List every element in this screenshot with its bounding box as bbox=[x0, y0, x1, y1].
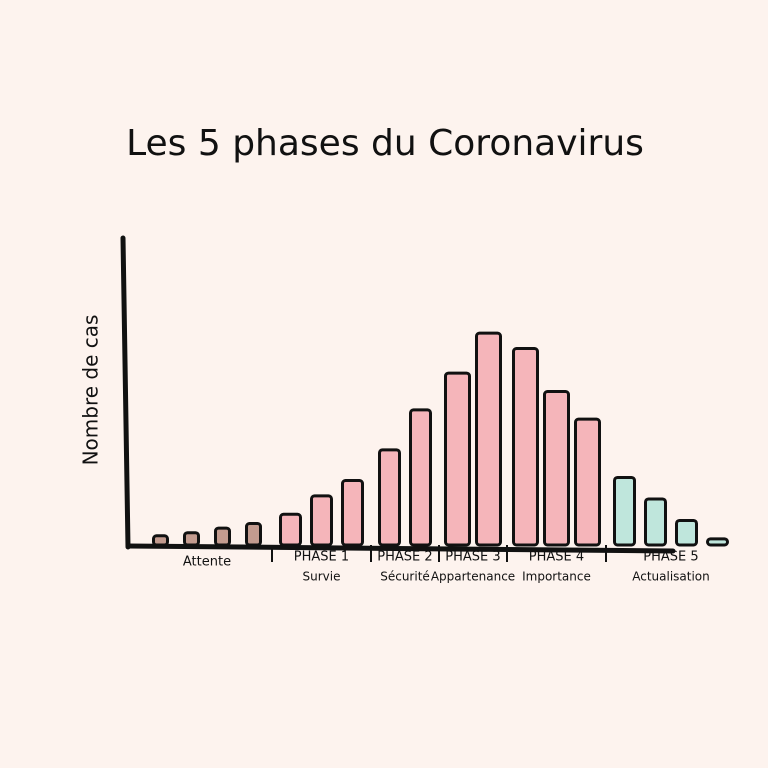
bar bbox=[613, 475, 636, 547]
group-name: PHASE 2 bbox=[377, 550, 432, 565]
group-label: Survie bbox=[303, 570, 341, 584]
bar bbox=[444, 371, 471, 547]
x-axis bbox=[125, 543, 676, 554]
y-axis bbox=[120, 235, 131, 550]
bar bbox=[279, 512, 302, 547]
bar bbox=[543, 390, 570, 547]
bar bbox=[341, 479, 364, 547]
bar bbox=[378, 448, 401, 547]
group-label: Actualisation bbox=[632, 570, 710, 584]
y-axis-label: Nombre de cas bbox=[79, 315, 103, 466]
group-label: Sécurité bbox=[380, 570, 430, 584]
group-name: PHASE 3 bbox=[445, 550, 500, 565]
bar bbox=[214, 526, 231, 547]
chart-title: Les 5 phases du Coronavirus bbox=[126, 123, 644, 164]
group-name: Attente bbox=[183, 555, 231, 570]
group-label: Appartenance bbox=[431, 570, 515, 584]
group-name: PHASE 1 bbox=[294, 550, 349, 565]
group-name: PHASE 5 bbox=[643, 550, 698, 565]
bar bbox=[675, 518, 698, 547]
bar bbox=[574, 417, 601, 547]
bar bbox=[475, 331, 502, 547]
bar bbox=[706, 537, 729, 547]
bar bbox=[152, 534, 169, 547]
group-label: Importance bbox=[522, 570, 591, 584]
bar bbox=[644, 497, 667, 547]
bar bbox=[183, 531, 200, 547]
bar bbox=[512, 347, 539, 547]
bar bbox=[310, 494, 333, 547]
bar bbox=[245, 522, 262, 547]
bar bbox=[409, 408, 432, 547]
group-name: PHASE 4 bbox=[529, 550, 584, 565]
